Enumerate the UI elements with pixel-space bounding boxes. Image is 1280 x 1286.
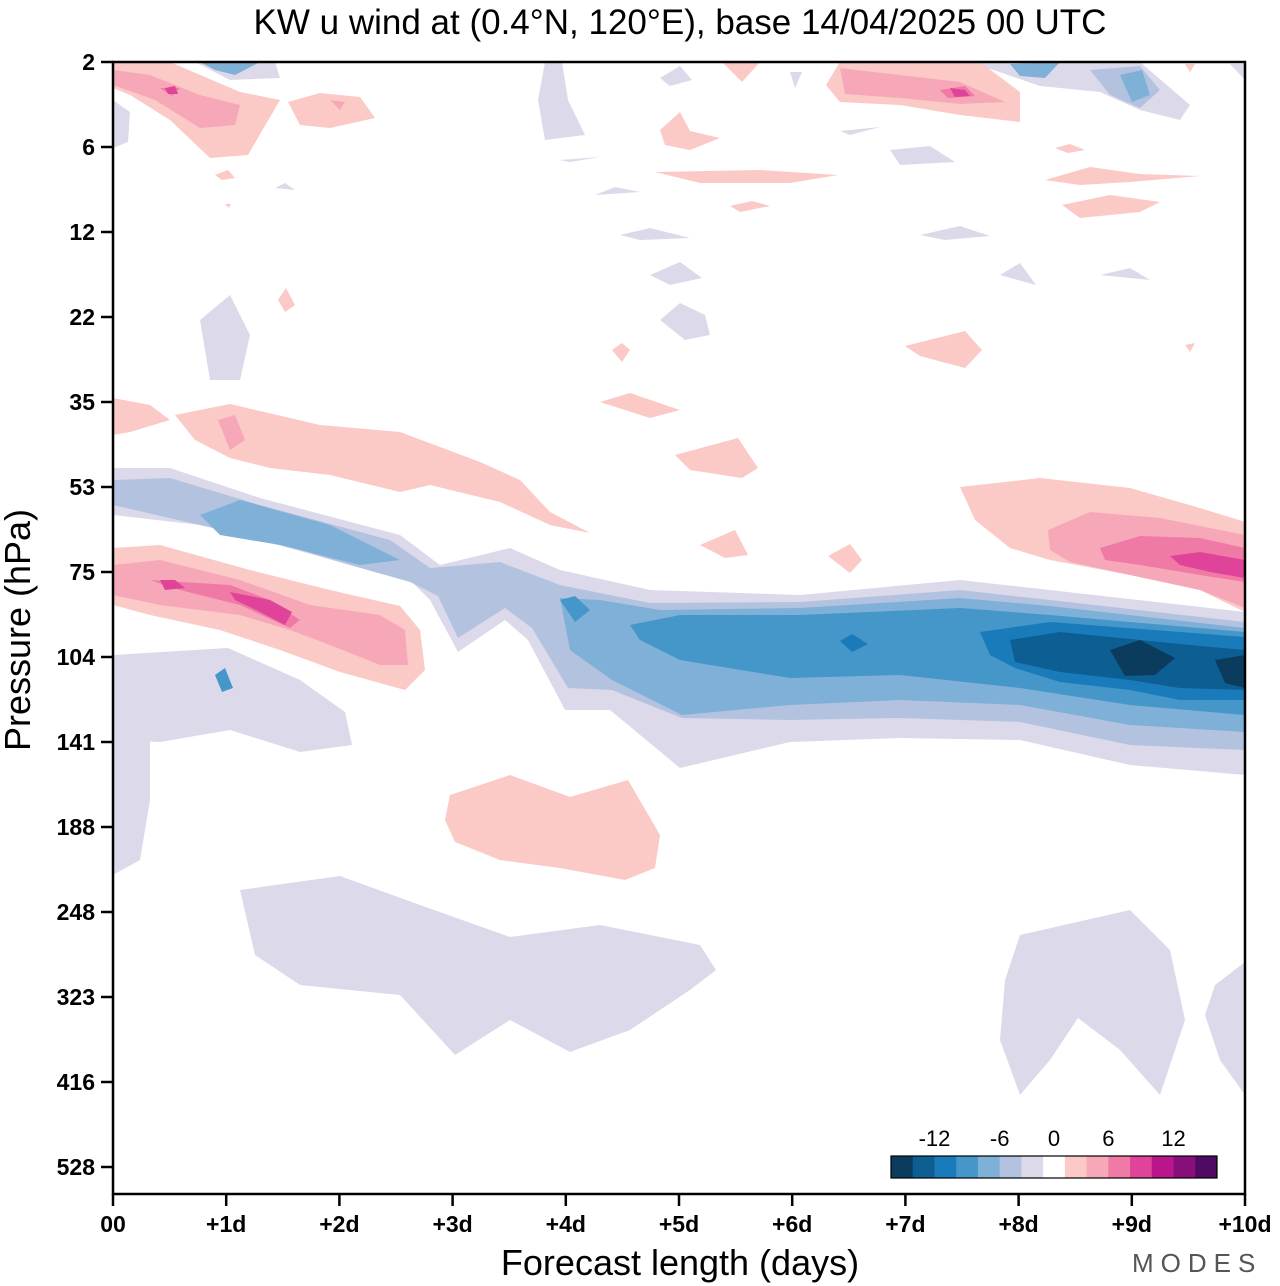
- colorbar-swatch: [1043, 1156, 1066, 1178]
- contour-pos8-right-core: [1170, 552, 1245, 578]
- x-tick-label: +1d: [206, 1211, 246, 1237]
- colorbar: -12 -6 0 6 12: [890, 1126, 1218, 1179]
- contour-pos2-utls-patch: [445, 775, 660, 880]
- colorbar-swatch: [891, 1156, 914, 1178]
- y-tick-label: 528: [57, 1154, 96, 1180]
- colorbar-tick-label: 6: [1102, 1126, 1114, 1151]
- colorbar-swatch: [1173, 1156, 1196, 1178]
- colorbar-swatch: [956, 1156, 979, 1178]
- x-tick-label: +2d: [319, 1211, 359, 1237]
- colorbar-swatch: [1086, 1156, 1109, 1178]
- contour-fill-layer: [113, 62, 1245, 1095]
- x-axis: 00 +1d +2d +3d +4d +5d +6d +7d +8d +9d +10d: [100, 1194, 1272, 1237]
- x-tick-label: +7d: [885, 1211, 925, 1237]
- chart-title: KW u wind at (0.4°N, 120°E), base 14/04/…: [254, 3, 1107, 42]
- modes-logo: MODES: [1132, 1248, 1263, 1278]
- contour-neg14-core: [1110, 640, 1245, 688]
- colorbar-swatch: [1130, 1156, 1153, 1178]
- y-tick-label: 75: [69, 559, 95, 585]
- contour-neg2-lower-strat: [113, 648, 352, 752]
- y-tick-label: 12: [69, 219, 95, 245]
- y-tick-label: 248: [57, 899, 96, 925]
- contour-neg2-right-lobe: [1000, 910, 1185, 1095]
- contour-neg6-top: [200, 62, 1150, 102]
- colorbar-swatch: [1108, 1156, 1131, 1178]
- y-tick-label: 323: [57, 984, 95, 1010]
- y-tick-label: 416: [57, 1069, 95, 1095]
- x-tick-label: +8d: [998, 1211, 1038, 1237]
- colorbar-tick-label: -6: [990, 1126, 1010, 1151]
- y-tick-label: 6: [82, 134, 95, 160]
- contour-neg10-spot: [840, 634, 868, 652]
- colorbar-tick-label: -12: [919, 1126, 951, 1151]
- y-tick-label: 141: [57, 729, 96, 755]
- y-tick-label: 22: [69, 304, 95, 330]
- colorbar-swatch: [1151, 1156, 1175, 1178]
- colorbar-swatch: [934, 1156, 957, 1178]
- y-tick-label: 53: [69, 474, 95, 500]
- x-tick-label: +4d: [546, 1211, 586, 1237]
- x-tick-label: 00: [100, 1211, 126, 1237]
- x-axis-title: Forecast length (days): [501, 1242, 859, 1283]
- x-tick-label: +5d: [659, 1211, 699, 1237]
- colorbar-swatch: [977, 1156, 1001, 1178]
- y-tick-label: 104: [57, 644, 96, 670]
- y-tick-label: 2: [82, 49, 95, 75]
- y-axis: 2 6 12 22 35 53 75 104 141 188 248 323 416 528: [57, 49, 113, 1180]
- y-axis-title: Pressure (hPa): [0, 509, 38, 751]
- colorbar-frame: [890, 1155, 1218, 1179]
- contour-pos2-top-left: [113, 62, 375, 158]
- colorbar-tick-label: 0: [1048, 1126, 1060, 1151]
- y-tick-label: 188: [57, 814, 96, 840]
- contour-pos4-upper-layer: [113, 68, 1005, 450]
- colorbar-swatch: [999, 1156, 1022, 1178]
- colorbar-swatch: [1195, 1156, 1218, 1178]
- contour-neg2-mid-strat: [200, 127, 1150, 380]
- x-tick-label: +3d: [432, 1211, 472, 1237]
- y-tick-label: 35: [69, 389, 95, 415]
- colorbar-swatch: [1064, 1156, 1088, 1178]
- x-tick-label: +10d: [1218, 1211, 1271, 1237]
- colorbar-swatch: [1021, 1156, 1044, 1178]
- contour-neg2-upper-troposphere: [240, 876, 716, 1055]
- colorbar-tick-label: 12: [1161, 1126, 1185, 1151]
- x-tick-label: +6d: [772, 1211, 812, 1237]
- contour-neg2-far-right: [1205, 962, 1245, 1095]
- contour-neg6-band-left: [200, 500, 400, 565]
- colorbar-swatch: [912, 1156, 935, 1178]
- x-tick-label: +9d: [1112, 1211, 1152, 1237]
- contour-pos8-westerly-core: [160, 580, 292, 625]
